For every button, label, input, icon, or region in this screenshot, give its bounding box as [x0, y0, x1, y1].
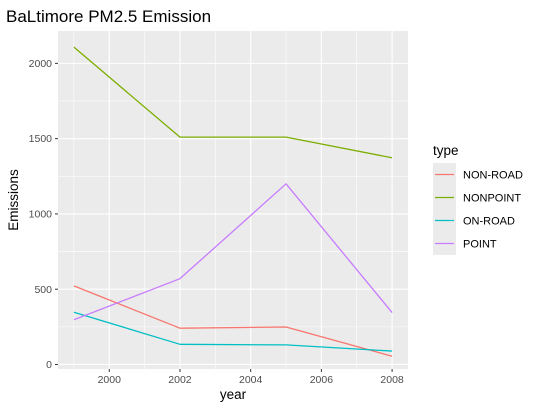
- x-tick-label: 2000: [98, 374, 122, 386]
- axes: 0 500 1000 1500 2000 2000 2002 2004 2006 2008: [29, 58, 404, 386]
- y-tick-label: 1500: [29, 133, 53, 145]
- y-tick-label: 0: [46, 359, 52, 371]
- series-line-on-road: [73, 311, 393, 352]
- legend-label: ON-ROAD: [463, 216, 515, 228]
- y-tick-label: 500: [34, 284, 52, 296]
- legend-item-non-road: NON-ROAD: [433, 163, 523, 186]
- legend-item-nonpoint: NONPOINT: [433, 186, 521, 209]
- minor-gridlines: [58, 31, 408, 369]
- x-tick-label: 2008: [380, 374, 404, 386]
- y-axis-title: Emissions: [6, 169, 21, 231]
- x-tick-label: 2004: [239, 374, 263, 386]
- series-line-non-road: [73, 285, 393, 357]
- series-lines: [73, 46, 393, 357]
- legend-title: type: [433, 143, 459, 158]
- legend-label: NON-ROAD: [463, 170, 523, 182]
- legend: type NON-ROAD NONPOINT ON-ROAD POINT: [433, 143, 523, 255]
- legend-item-point: POINT: [433, 232, 497, 255]
- x-tick-label: 2002: [168, 374, 192, 386]
- series-line-point: [73, 183, 393, 321]
- series-line-nonpoint: [73, 46, 393, 159]
- y-tick-label: 2000: [29, 58, 53, 70]
- x-axis-title: year: [220, 387, 247, 402]
- y-tick-label: 1000: [29, 209, 53, 221]
- x-tick-label: 2006: [310, 374, 334, 386]
- legend-label: NONPOINT: [463, 193, 521, 205]
- major-gridlines: [58, 31, 408, 369]
- legend-label: POINT: [463, 239, 497, 251]
- plot-panel: [58, 31, 408, 369]
- chart-title: BaLtimore PM2.5 Emission: [6, 7, 211, 26]
- legend-item-on-road: ON-ROAD: [433, 209, 515, 232]
